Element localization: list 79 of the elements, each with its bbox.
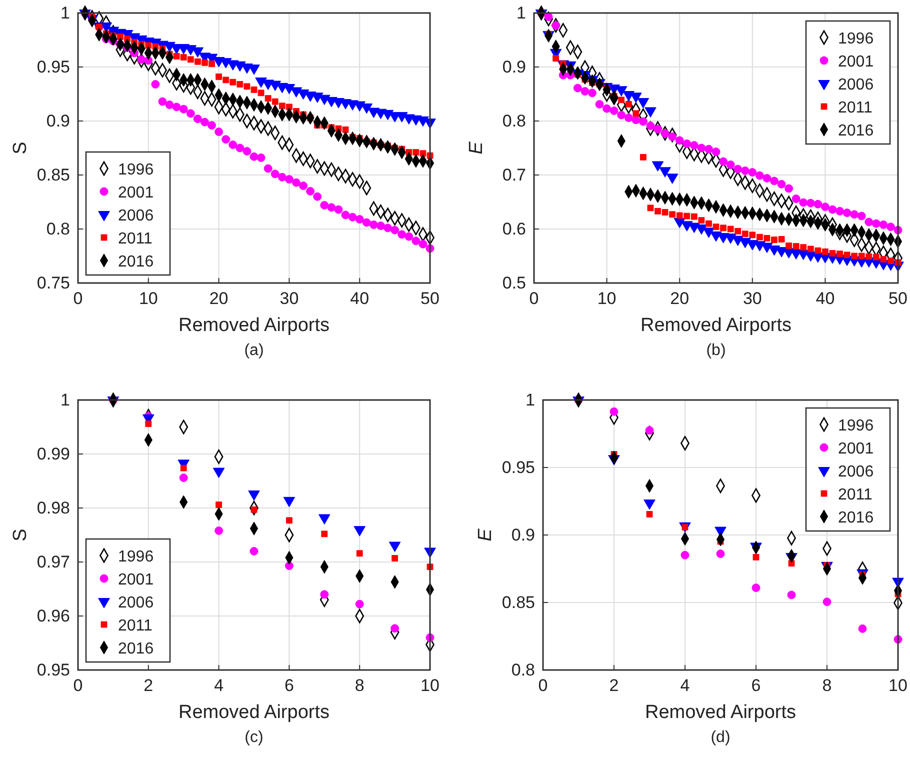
y-tick-label: 0.8 — [511, 660, 535, 680]
y-tick-label: 0.5 — [502, 273, 526, 292]
legend-label: 2011 — [838, 486, 873, 504]
legend-label: 1996 — [118, 548, 154, 566]
x-tick-label: 10 — [138, 289, 158, 308]
legend-label: 2011 — [118, 230, 153, 248]
x-axis-title: Removed Airports — [644, 702, 796, 723]
y-tick-label: 0.85 — [36, 165, 70, 184]
y-tick-label: 1 — [526, 390, 535, 410]
x-tick-label: 8 — [822, 676, 832, 696]
x-tick-label: 4 — [680, 676, 690, 696]
y-tick-label: 0.9 — [502, 57, 526, 76]
x-tick-label: 2 — [609, 676, 619, 696]
y-tick-label: 0.9 — [511, 525, 535, 544]
legend-label: 2001 — [118, 184, 154, 202]
x-tick-label: 0 — [73, 289, 83, 308]
x-tick-label: 10 — [597, 289, 616, 308]
y-tick-label: 0.95 — [502, 458, 535, 477]
legend-label: 2016 — [838, 122, 874, 140]
y-tick-label: 0.9 — [46, 111, 70, 130]
x-tick-label: 10 — [420, 676, 440, 696]
y-tick-label: 1 — [60, 390, 70, 410]
y-axis-title: E — [466, 141, 487, 154]
y-tick-label: 0.97 — [36, 552, 70, 572]
y-axis-title: S — [10, 528, 31, 542]
x-tick-label: 30 — [742, 289, 762, 308]
x-axis-title: Removed Airports — [178, 315, 330, 336]
x-tick-label: 30 — [280, 289, 299, 308]
legend-label: 2006 — [118, 594, 154, 612]
legend-label: 2001 — [838, 54, 874, 70]
x-tick-label: 40 — [816, 289, 835, 308]
y-tick-label: 0.99 — [36, 444, 70, 464]
x-tick-label: 20 — [670, 289, 690, 308]
legend-label: 1996 — [118, 162, 154, 178]
y-axis-title: S — [10, 142, 31, 154]
legend-label: 2016 — [838, 510, 874, 526]
text: (d) — [710, 729, 730, 746]
legend-label: 2011 — [118, 618, 153, 634]
y-tick-label: 0.85 — [502, 592, 535, 612]
y-tick-label: 0.98 — [36, 498, 70, 518]
x-tick-label: 0 — [529, 289, 539, 308]
legend-label: 1996 — [838, 418, 874, 434]
legend-label: 2016 — [118, 254, 154, 270]
x-tick-label: 10 — [888, 676, 908, 696]
x-tick-label: 8 — [354, 676, 364, 696]
x-tick-label: 0 — [73, 676, 83, 696]
y-tick-label: 0.8 — [46, 219, 70, 238]
y-tick-label: 1 — [516, 3, 526, 22]
text: (c) — [244, 729, 264, 746]
y-tick-label: 0.95 — [36, 57, 70, 76]
legend-label: 2006 — [838, 464, 874, 480]
legend-label: 2001 — [118, 572, 154, 588]
x-tick-label: 50 — [888, 289, 908, 308]
legend-label: 2016 — [118, 640, 154, 658]
legend-label: 2006 — [118, 208, 154, 224]
text: (a) — [244, 342, 264, 359]
text: (b) — [706, 342, 726, 359]
y-axis-title: E — [475, 528, 496, 542]
y-tick-label: 0.95 — [36, 660, 70, 680]
y-tick-label: 0.6 — [502, 219, 526, 238]
x-axis-title: Removed Airports — [640, 315, 792, 336]
x-tick-label: 20 — [209, 289, 228, 308]
x-tick-label: 6 — [751, 676, 761, 696]
y-tick-label: 0.8 — [502, 111, 526, 130]
y-tick-label: 0.75 — [36, 273, 70, 292]
y-tick-label: 1 — [60, 3, 70, 22]
x-tick-label: 2 — [144, 676, 154, 696]
legend-label: 1996 — [838, 30, 874, 48]
x-axis-title: Removed Airports — [178, 702, 330, 723]
x-tick-label: 40 — [350, 289, 370, 308]
y-tick-label: 0.96 — [36, 606, 70, 626]
x-tick-label: 6 — [284, 676, 294, 696]
x-tick-label: 4 — [214, 676, 224, 696]
legend-label: 2001 — [838, 440, 874, 458]
x-tick-label: 50 — [420, 289, 440, 308]
y-tick-label: 0.7 — [502, 165, 526, 184]
legend-label: 2011 — [838, 100, 873, 116]
x-tick-label: 0 — [538, 676, 548, 696]
legend-label: 2006 — [838, 76, 874, 94]
